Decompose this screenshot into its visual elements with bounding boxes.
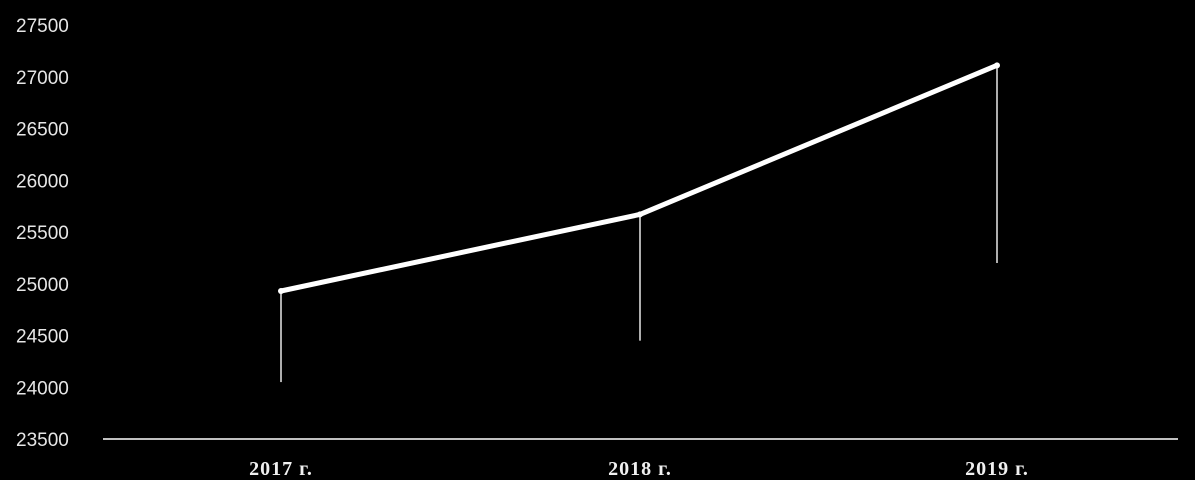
y-tick-label: 23500 — [16, 430, 69, 451]
y-tick-label: 25500 — [16, 223, 69, 244]
y-tick-label: 26500 — [16, 120, 69, 141]
y-tick-label: 24500 — [16, 327, 69, 348]
x-tick-label: 2017 г. — [249, 458, 313, 480]
y-tick-label: 26000 — [16, 171, 69, 192]
y-axis-ticks: 23500 24000 24500 25000 25500 26000 26500 27000… — [16, 16, 69, 451]
series-line — [278, 62, 1000, 294]
y-tick-label: 27500 — [16, 16, 69, 37]
drop-lines — [280, 65, 998, 383]
y-tick-label: 24000 — [16, 378, 69, 399]
data-point — [637, 211, 643, 218]
data-point — [278, 287, 284, 294]
y-tick-label: 25000 — [16, 275, 69, 296]
x-tick-label: 2019 г. — [965, 458, 1029, 480]
x-tick-label: 2018 г. — [608, 458, 672, 480]
series-group — [278, 62, 1000, 294]
data-point — [994, 62, 1000, 69]
y-tick-label: 27000 — [16, 68, 69, 89]
x-axis-ticks: 2017 г. 2018 г. 2019 г. — [249, 458, 1029, 480]
